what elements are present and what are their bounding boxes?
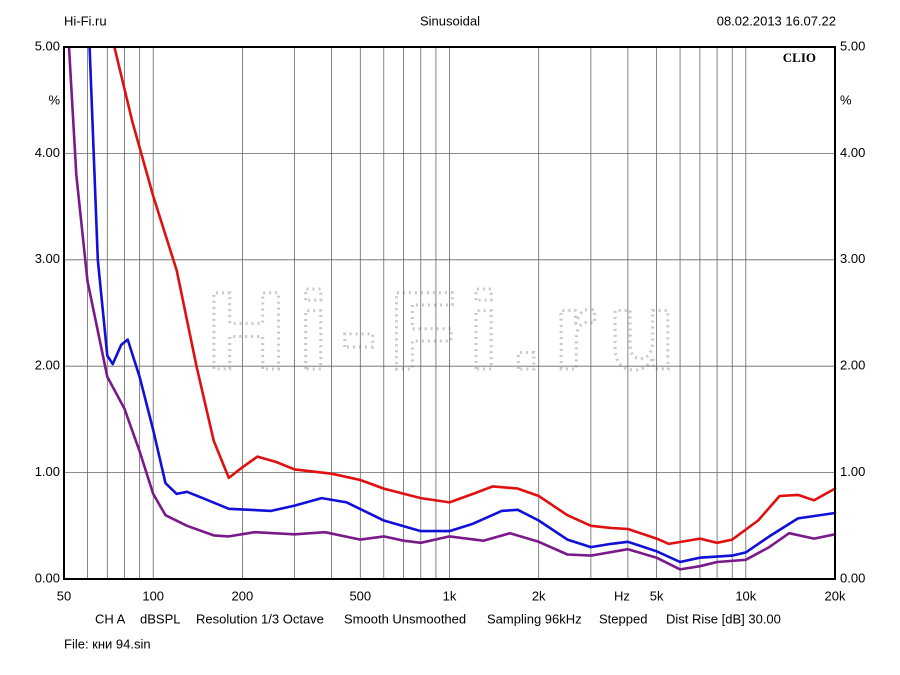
x-tick-label: 200	[232, 588, 254, 603]
y-tick-label: 1.00	[35, 464, 60, 479]
footer-item: Sampling 96kHz	[487, 611, 582, 626]
file-name: File: кни 94.sin	[64, 636, 151, 651]
x-tick-label: 20k	[825, 588, 846, 603]
y-unit-right: %	[840, 92, 852, 107]
x-tick-label: 500	[349, 588, 371, 603]
y-tick-label: 4.00	[35, 145, 60, 160]
footer-item: Smooth Unsmoothed	[344, 611, 466, 626]
x-tick-label: 1k	[443, 588, 457, 603]
footer-item: CH A	[95, 611, 126, 626]
y-tick-label-right: 3.00	[840, 251, 865, 266]
footer-item: dBSPL	[140, 611, 180, 626]
y-tick-label: 5.00	[35, 38, 60, 53]
series-line	[113, 45, 837, 546]
y-tick-label-right: 0.00	[840, 570, 865, 585]
footer-item: Resolution 1/3 Octave	[196, 611, 324, 626]
y-tick-label: 2.00	[35, 358, 60, 373]
x-tick-label: 2k	[532, 588, 546, 603]
x-tick-label: 100	[142, 588, 164, 603]
plot-frame	[63, 46, 836, 580]
header-left: Hi-Fi.ru	[64, 13, 107, 28]
watermark: Hi-Fi.ru	[207, 270, 688, 393]
y-tick-label-right: 4.00	[840, 145, 865, 160]
y-tick-label-right: 1.00	[840, 464, 865, 479]
brand: CLIO	[783, 50, 816, 65]
series-line	[67, 45, 837, 571]
y-tick-label: 0.00	[35, 570, 60, 585]
y-tick-label-right: 2.00	[840, 358, 865, 373]
x-tick-label: 5k	[650, 588, 664, 603]
y-tick-label-right: 5.00	[840, 38, 865, 53]
footer-item: Stepped	[599, 611, 647, 626]
y-unit: %	[48, 92, 60, 107]
series-line	[88, 45, 837, 564]
footer-item: Dist Rise [dB] 30.00	[666, 611, 781, 626]
header-right: 08.02.2013 16.07.22	[717, 13, 836, 28]
x-tick-label: 50	[57, 588, 71, 603]
header-center: Sinusoidal	[420, 13, 480, 28]
x-unit: Hz	[614, 588, 630, 603]
y-tick-label: 3.00	[35, 251, 60, 266]
x-tick-label: 10k	[735, 588, 756, 603]
